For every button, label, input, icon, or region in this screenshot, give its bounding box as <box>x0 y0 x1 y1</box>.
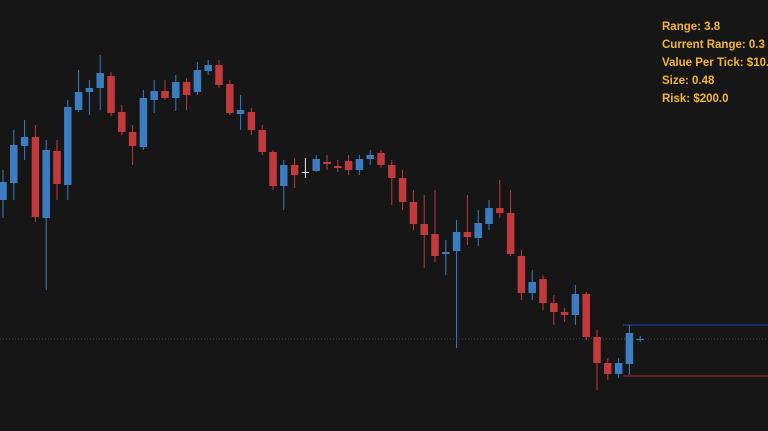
candle-body <box>64 107 72 185</box>
candle-body <box>517 256 526 293</box>
candle-body <box>301 172 310 173</box>
candle-body <box>312 159 320 171</box>
candle-body <box>42 150 50 218</box>
candle-body <box>172 82 180 98</box>
candle-body <box>452 232 461 251</box>
candle-body <box>344 161 353 170</box>
candle-body <box>139 98 148 147</box>
candle-body <box>96 73 104 88</box>
candle-body <box>182 82 191 95</box>
candle-body <box>409 202 418 224</box>
candle-body <box>442 252 450 254</box>
candle-body <box>31 137 40 217</box>
candle-body <box>604 363 612 374</box>
candle-body <box>593 337 601 363</box>
candle-body <box>161 91 169 98</box>
candle-body <box>420 224 428 235</box>
info-label: Size: 0.48 <box>662 75 715 87</box>
candle-body <box>150 91 158 100</box>
candle-body <box>0 182 7 200</box>
info-label: Value Per Tick: $10. <box>662 57 768 69</box>
candle-body <box>215 65 223 85</box>
candle-body <box>334 166 342 168</box>
candle-body <box>269 152 277 186</box>
candle-body <box>258 130 266 152</box>
candle-body <box>20 137 29 146</box>
candle-body <box>506 213 515 254</box>
candle-body <box>204 65 212 71</box>
info-label: Current Range: 0.3 <box>662 39 765 51</box>
candle-body <box>485 208 493 224</box>
candle-body <box>539 279 547 303</box>
candle-body <box>193 70 202 92</box>
candle-body <box>290 165 299 175</box>
candle-body <box>226 84 234 113</box>
candle-body <box>388 165 396 178</box>
candle-body <box>625 333 634 364</box>
candle-body <box>366 155 374 159</box>
candle-body <box>582 294 590 337</box>
candle-body <box>550 303 558 312</box>
info-label: Range: 3.8 <box>662 21 721 33</box>
candle-body <box>474 223 482 238</box>
candle-body <box>571 294 580 315</box>
candle-body <box>528 282 536 293</box>
candle-body <box>431 234 439 256</box>
candle-body <box>560 312 569 315</box>
candle-body <box>323 162 331 164</box>
candle-body <box>247 112 256 130</box>
candle-body <box>355 159 364 170</box>
candle-body <box>614 363 623 374</box>
candle-body <box>118 112 126 132</box>
candle-body <box>85 88 94 92</box>
candle-body <box>53 151 61 184</box>
info-label: Risk: $200.0 <box>662 93 729 105</box>
candle-body <box>280 165 288 186</box>
candle-body <box>636 339 644 340</box>
candle-body <box>496 208 504 213</box>
candle-body <box>398 178 407 202</box>
candle-body <box>107 76 115 113</box>
candle-body <box>377 153 385 165</box>
candle-body <box>236 110 245 114</box>
candle-body <box>128 132 137 146</box>
candle-body <box>10 145 18 183</box>
candle-body <box>463 232 472 237</box>
candle-body <box>74 92 83 110</box>
